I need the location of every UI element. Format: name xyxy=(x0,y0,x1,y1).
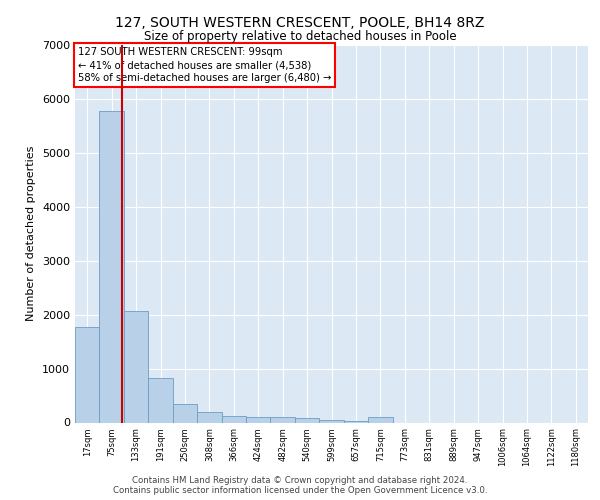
Bar xyxy=(368,417,392,422)
Bar xyxy=(124,312,148,422)
Y-axis label: Number of detached properties: Number of detached properties xyxy=(26,146,37,322)
Bar xyxy=(197,412,221,422)
Text: 127, SOUTH WESTERN CRESCENT, POOLE, BH14 8RZ: 127, SOUTH WESTERN CRESCENT, POOLE, BH14… xyxy=(115,16,485,30)
Bar xyxy=(271,418,295,422)
Bar xyxy=(221,416,246,422)
Bar xyxy=(100,111,124,422)
Text: Size of property relative to detached houses in Poole: Size of property relative to detached ho… xyxy=(143,30,457,43)
Bar xyxy=(295,418,319,422)
Text: 127 SOUTH WESTERN CRESCENT: 99sqm
← 41% of detached houses are smaller (4,538)
5: 127 SOUTH WESTERN CRESCENT: 99sqm ← 41% … xyxy=(77,47,331,84)
Bar xyxy=(148,378,173,422)
Bar xyxy=(344,421,368,422)
Bar xyxy=(173,404,197,422)
Bar xyxy=(319,420,344,422)
Bar xyxy=(75,326,100,422)
Text: Contains public sector information licensed under the Open Government Licence v3: Contains public sector information licen… xyxy=(113,486,487,495)
Text: Contains HM Land Registry data © Crown copyright and database right 2024.: Contains HM Land Registry data © Crown c… xyxy=(132,476,468,485)
Bar xyxy=(246,417,271,422)
